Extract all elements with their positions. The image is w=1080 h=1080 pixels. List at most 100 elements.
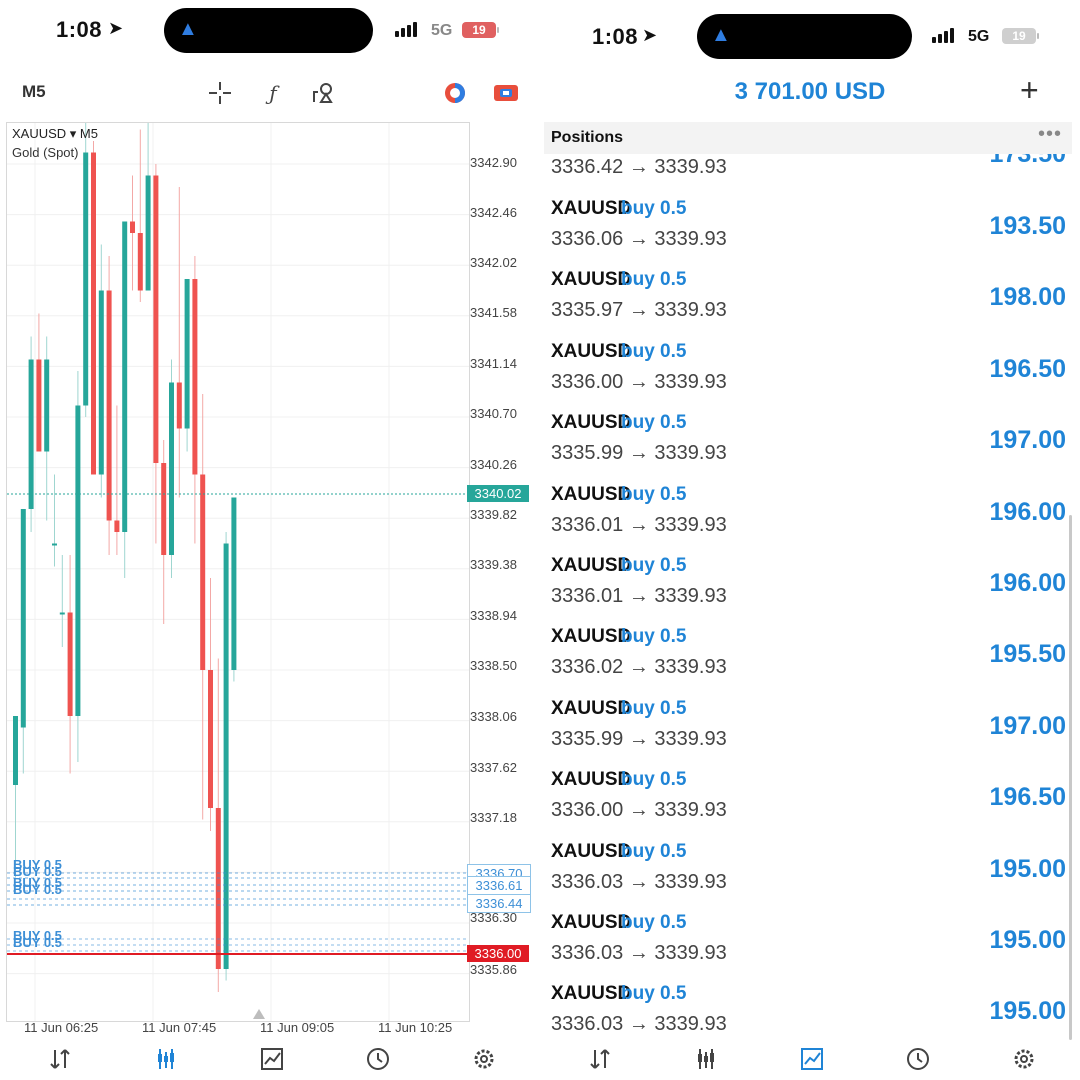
candle-body bbox=[137, 233, 143, 291]
time-axis-label: 11 Jun 07:45 bbox=[142, 1020, 217, 1035]
candle-body bbox=[83, 152, 89, 406]
candle-body bbox=[122, 221, 128, 532]
candle-body bbox=[59, 612, 65, 615]
candle-body bbox=[145, 175, 151, 291]
timeframe-selector[interactable]: M5 bbox=[22, 82, 46, 101]
objects-icon[interactable] bbox=[308, 78, 338, 108]
position-row[interactable]: XAUUSD buy 0.5 3336.03 → 3339.93 195.00 bbox=[540, 908, 1080, 979]
settings-icon[interactable] bbox=[1004, 1046, 1044, 1080]
position-row-partial[interactable]: 3336.42 → 3339.93 bbox=[540, 122, 1080, 193]
add-order-button[interactable]: + bbox=[1020, 72, 1039, 108]
candle-body bbox=[44, 359, 50, 452]
trade-arrows-icon[interactable] bbox=[580, 1046, 620, 1080]
status-bar: 1:08 ➤ ▲ 5G 19 bbox=[0, 0, 540, 70]
position-type: buy 0.5 bbox=[621, 769, 687, 791]
position-row[interactable]: XAUUSD buy 0.5 3336.03 → 3339.93 195.00 bbox=[540, 979, 1080, 1050]
position-prices: 3336.01 → 3339.93 bbox=[551, 585, 727, 607]
position-type: buy 0.5 bbox=[621, 198, 687, 219]
battery-icon: 19 bbox=[1002, 28, 1039, 44]
position-row[interactable]: XAUUSD buy 0.5 3336.01 → 3339.93 196.00 bbox=[540, 551, 1080, 622]
position-row[interactable]: XAUUSD buy 0.5 3336.00 → 3339.93 196.50 bbox=[540, 765, 1080, 836]
candle-body bbox=[215, 808, 221, 969]
price-axis-label: 3342.02 bbox=[470, 255, 517, 270]
position-prices: 3336.03 → 3339.93 bbox=[551, 870, 727, 893]
position-row[interactable]: XAUUSD buy 0.5 3335.97 → 3339.93 198.00 bbox=[540, 265, 1080, 336]
settings-icon[interactable] bbox=[464, 1046, 504, 1080]
trade-icon[interactable] bbox=[252, 1046, 292, 1080]
chart-shift-marker[interactable] bbox=[253, 1009, 265, 1019]
position-profit: 195.00 bbox=[989, 997, 1066, 1026]
indicators-icon[interactable] bbox=[440, 78, 470, 108]
history-icon[interactable] bbox=[358, 1046, 398, 1080]
position-symbol: XAUUSD bbox=[551, 697, 632, 719]
trade-arrows-icon[interactable] bbox=[40, 1046, 80, 1080]
candle-body bbox=[208, 670, 213, 808]
chart-icon[interactable] bbox=[146, 1046, 186, 1080]
chart-symbol-name: Gold (Spot) bbox=[12, 145, 79, 160]
price-axis-label: 3340.26 bbox=[470, 457, 517, 472]
position-profit: 196.50 bbox=[989, 354, 1066, 383]
position-type: buy 0.5 bbox=[621, 412, 687, 434]
crosshair-icon[interactable] bbox=[205, 78, 235, 108]
function-icon[interactable]: ƒ bbox=[269, 81, 277, 105]
price-axis-label: 3336.30 bbox=[470, 910, 517, 925]
position-symbol: XAUUSD bbox=[551, 555, 632, 576]
trade-icon[interactable] bbox=[491, 78, 521, 108]
candle-body bbox=[91, 152, 96, 475]
candle-body bbox=[98, 290, 104, 475]
position-symbol: XAUUSD bbox=[551, 912, 632, 933]
candle-body bbox=[176, 382, 182, 429]
position-prices: 3336.06 → 3339.93 bbox=[551, 228, 727, 250]
order-price-tag: 3336.44 bbox=[467, 894, 531, 913]
candle-body bbox=[36, 359, 42, 452]
position-symbol: XAUUSD bbox=[551, 483, 632, 505]
position-row[interactable]: XAUUSD buy 0.5 3335.99 → 3339.93 197.00 bbox=[540, 694, 1080, 765]
candle-body bbox=[169, 382, 174, 555]
positions-screen: 1:08 ➤ ▲ 5G 19 3 701.00 USD + Positions … bbox=[540, 0, 1080, 1080]
candle-body bbox=[200, 474, 206, 670]
price-chart[interactable]: BUY 0.5 BUY 0.5 BUY 0.5 BUY 0.5 BUY 0.5 BUY 0… bbox=[6, 122, 470, 1022]
candle-body bbox=[114, 520, 120, 532]
position-row[interactable]: XAUUSD buy 0.5 3336.02 → 3339.93 195.50 bbox=[540, 622, 1080, 693]
position-price-tag: 3336.00 bbox=[467, 945, 529, 962]
position-row[interactable]: XAUUSD buy 0.5 3336.06 → 3339.93 193.50 bbox=[540, 194, 1080, 265]
chart-symbol[interactable]: XAUUSD ▾ M5 bbox=[12, 126, 98, 141]
position-profit: 195.00 bbox=[989, 926, 1066, 954]
positions-header-overlay: Positions ••• bbox=[544, 123, 1072, 153]
candle-body bbox=[130, 221, 135, 233]
positions-title: Positions bbox=[551, 129, 624, 146]
position-prices: 3336.00 → 3339.93 bbox=[551, 370, 727, 393]
location-arrow-icon: ➤ bbox=[642, 25, 658, 45]
position-row[interactable]: XAUUSD buy 0.5 3336.03 → 3339.93 195.00 bbox=[540, 837, 1080, 908]
navigation-arrow-icon: ▲ bbox=[711, 24, 731, 46]
position-row[interactable]: XAUUSD buy 0.5 3336.00 → 3339.93 196.50 bbox=[540, 337, 1080, 408]
price-axis-label: 3340.70 bbox=[470, 406, 517, 421]
candle-body bbox=[161, 463, 167, 555]
cellular-signal-icon bbox=[395, 22, 417, 37]
more-options-icon[interactable]: ••• bbox=[1037, 123, 1062, 145]
price-axis-label: 3335.86 bbox=[470, 962, 517, 977]
history-icon[interactable] bbox=[898, 1046, 938, 1080]
candle-body bbox=[106, 290, 112, 521]
scrollbar[interactable] bbox=[1069, 515, 1072, 1040]
chart-icon[interactable] bbox=[686, 1046, 726, 1080]
candle-body bbox=[75, 405, 81, 716]
dynamic-island: ▲ bbox=[697, 14, 912, 59]
position-type: buy 0.5 bbox=[621, 840, 687, 862]
position-profit: 195.00 bbox=[989, 854, 1066, 883]
position-prices: 3336.00 → 3339.93 bbox=[551, 799, 727, 822]
position-symbol: XAUUSD bbox=[551, 340, 632, 362]
candle-body bbox=[13, 716, 18, 785]
network-type: 5G bbox=[968, 28, 990, 45]
position-row[interactable]: XAUUSD buy 0.5 3336.01 → 3339.93 196.00 bbox=[540, 480, 1080, 551]
position-type: buy 0.5 bbox=[621, 912, 687, 933]
position-prices: 3335.99 → 3339.93 bbox=[551, 442, 727, 465]
position-type: buy 0.5 bbox=[621, 555, 687, 576]
position-profit: 197.00 bbox=[989, 711, 1066, 740]
trade-icon[interactable] bbox=[792, 1046, 832, 1080]
order-label: BUY 0.5 bbox=[13, 935, 62, 950]
position-profit: 196.00 bbox=[989, 497, 1066, 526]
position-row[interactable]: XAUUSD buy 0.5 3335.99 → 3339.93 197.00 bbox=[540, 408, 1080, 479]
price-axis-label: 3341.58 bbox=[470, 305, 517, 320]
